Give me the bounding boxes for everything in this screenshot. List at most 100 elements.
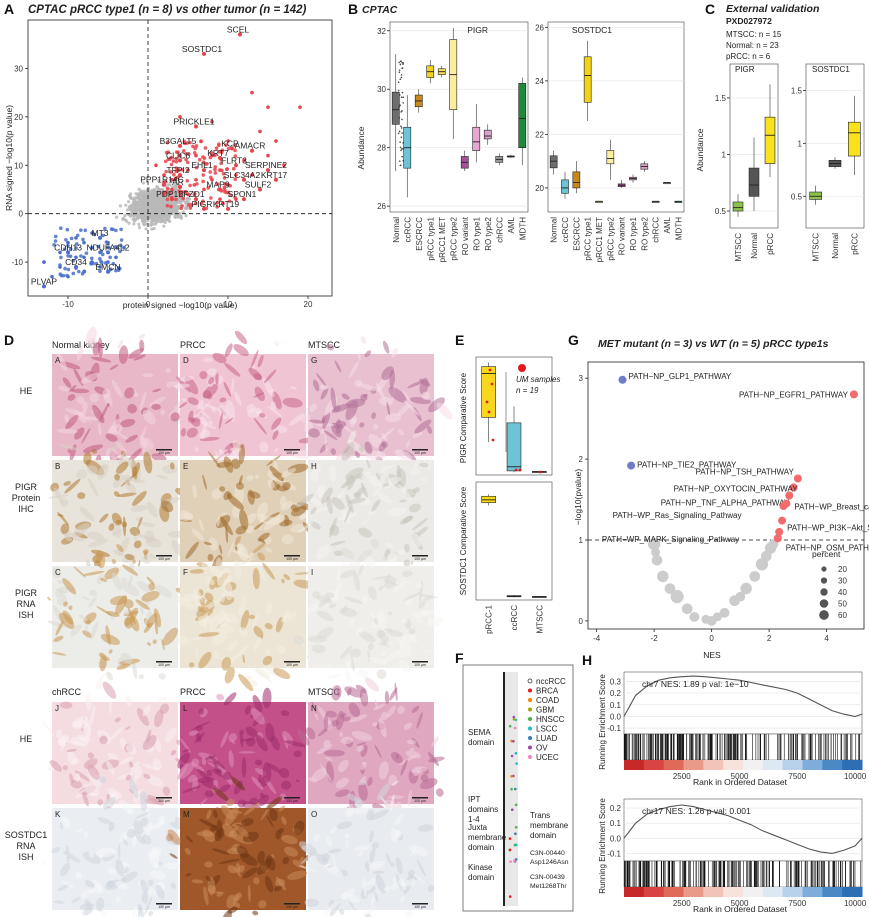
panel-h-ytick-label: -0.1 [607,849,621,858]
panel-d-tile-texture [70,624,82,637]
panel-b-sostdc1-box [606,150,615,165]
panel-d-tile-texture [82,401,88,412]
panel-d-tile-texture [170,462,175,470]
panel-d-tile-texture [263,515,281,531]
panel-a-up-point [234,197,238,201]
panel-a-labeled-point [202,206,206,211]
panel-a-gray-point [143,208,147,212]
panel-d-tile-texture [412,487,420,494]
panel-d-tile-texture [331,582,342,603]
panel-d-tile-texture [264,623,273,630]
panel-d-tile-texture [317,486,325,494]
panel-d-tile-texture [319,384,329,390]
panel-a-down-point [64,238,68,242]
panel-b-jitter-point [400,149,402,152]
panel-d-tile-texture [89,705,96,726]
panel-d-tile-texture [412,431,423,438]
panel-d-tile-texture [282,481,291,490]
panel-a-down-point [94,261,99,266]
panel-a-up-point [169,204,173,209]
panel-h-xtick-label: 7500 [788,772,806,781]
panel-a-up-point [214,146,219,150]
panel-a-up-point [218,168,222,172]
panel-f-tm-label-line: membrane [530,821,569,830]
panel-d-tile-texture [125,434,139,443]
panel-d-tile-texture [394,449,412,460]
panel-d-tile-texture [418,600,426,609]
panel-b-jitter-point [401,132,403,134]
panel-a-gray-point [159,199,164,203]
panel-b-pigr-frame [389,21,529,213]
panel-b-jitter-point [398,105,401,108]
panel-d-tile-texture [344,485,348,491]
panel-d-tile-texture [75,789,86,799]
panel-f-mutation-dot [508,724,512,728]
panel-a-up-point [221,201,225,206]
panel-d-tile-texture [100,633,121,646]
panel-d-tile-texture [254,474,260,479]
panel-h-rank-gradient [842,887,863,897]
panel-d-tile-texture [233,343,249,357]
panel-e-legend-title: UM samples [516,375,560,384]
panel-d-tile-texture [88,538,109,548]
panel-a-labeled-point [178,172,182,177]
panel-a-up-point [250,173,254,177]
panel-d-top-column-title: PRCC [180,340,206,350]
panel-c-pigr-category-label: MTSCC [734,233,743,262]
panel-a-up-point [231,166,236,171]
panel-a-up-point [210,177,214,182]
panel-d-tile-texture [128,348,144,359]
panel-d-tile-texture [133,540,142,549]
panel-d-tile-texture [80,372,100,384]
panel-a-ytick-label: 30 [14,64,23,73]
panel-d-tile-texture [252,568,260,590]
panel-d-tile-texture [130,504,148,512]
panel-d-tile-texture [405,440,411,448]
panel-d-tile-texture [372,423,379,430]
panel-d-tile-texture [371,412,376,420]
panel-a-up-point [164,190,168,194]
panel-d-tile-texture [329,540,346,547]
panel-d-tile-texture [385,542,394,548]
panel-d-tile-texture [272,458,279,472]
panel-f-mutation-dot [512,715,516,719]
panel-a-gray-point [127,221,131,225]
panel-a-up-point [180,168,185,172]
panel-d-tile-scale-text: 100 µm [158,557,170,561]
panel-d-tile-texture [323,749,345,757]
panel-d-tile-texture [225,524,229,544]
panel-d-tile-texture [282,397,303,408]
panel-d-tile-texture [202,474,207,490]
panel-d-tile-texture [107,424,123,436]
panel-d-tile-texture [199,371,208,380]
panel-f-legend-label: HNSCC [536,715,565,724]
panel-d-tile-texture [376,669,387,679]
panel-c-pigr-ytick-label: 1 [722,150,727,159]
panel-g-xlabel: NES [703,650,721,660]
panel-d-tile-texture [340,569,356,579]
panel-d-tile-texture [277,645,286,654]
panel-d-tile-texture [341,442,355,461]
panel-b-jitter-point [398,69,401,71]
panel-f-mutation-dot [510,787,513,791]
panel-d-tile-texture [340,645,353,660]
panel-a-labeled-point [266,168,270,173]
panel-d-tile-texture [142,554,152,564]
panel-d-tile-texture [212,352,227,364]
panel-f-legend-swatch [528,726,532,731]
panel-d-tile-texture [299,513,307,520]
panel-a-down-point [82,269,86,274]
panel-d-tile-texture [55,728,63,738]
panel-a-up-point [227,199,232,203]
panel-d-tile-texture [263,369,277,384]
panel-b-jitter-point [398,71,401,73]
panel-d-tile-texture [311,644,326,654]
panel-d-tile-texture [411,611,423,623]
panel-d-tile-texture [262,655,273,666]
panel-d-tile-texture [328,465,337,476]
panel-f-domain-label-line: Kinase [468,863,493,872]
panel-a-labeled-point [178,158,182,163]
panel-d-tile-texture [41,860,47,866]
panel-d-tile-texture [85,326,97,346]
